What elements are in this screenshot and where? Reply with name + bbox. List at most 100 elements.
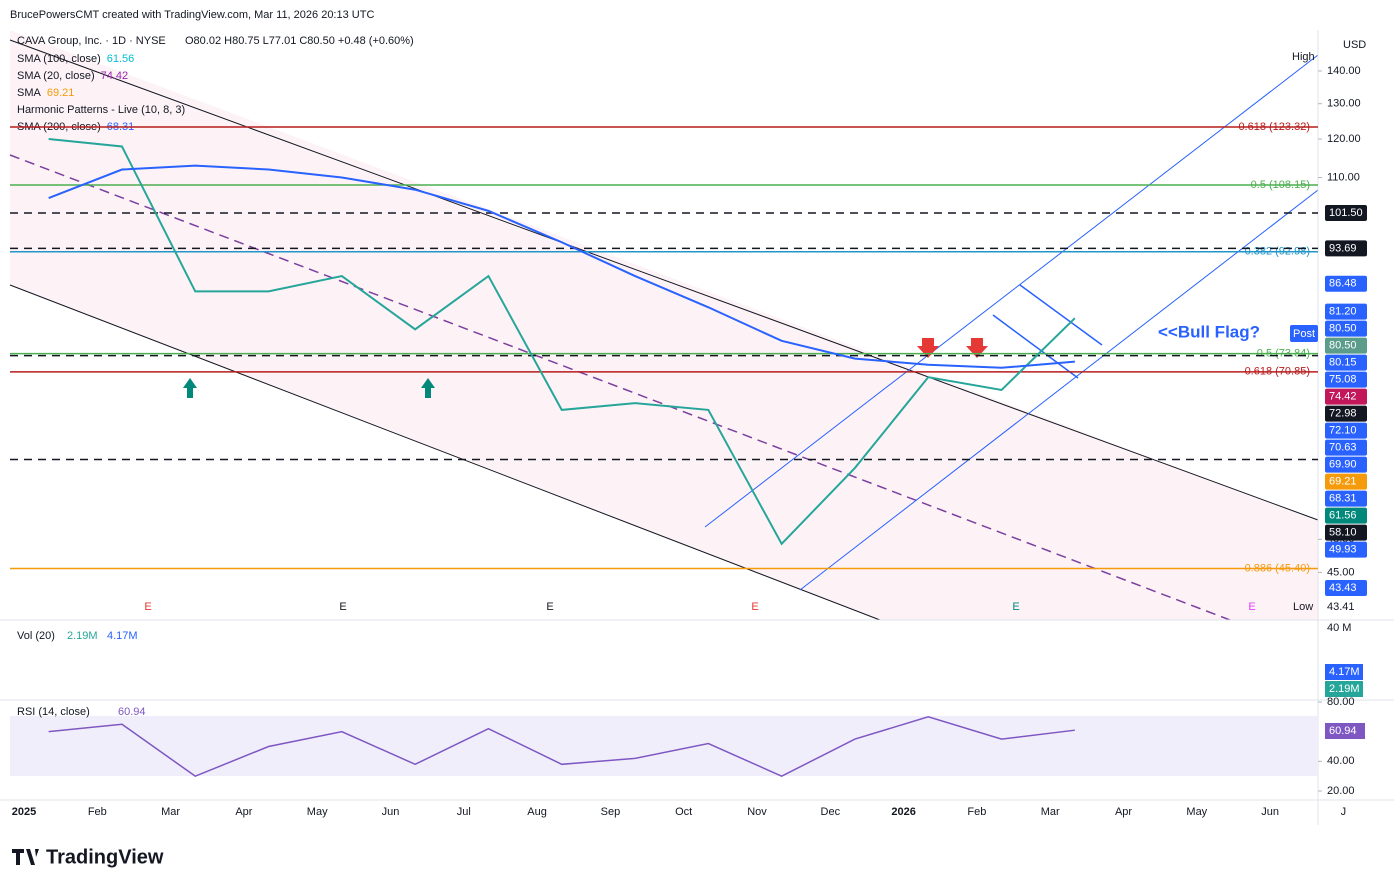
earnings-e: E xyxy=(144,601,151,613)
price-badge-text: 80.50 xyxy=(1329,323,1357,335)
x-tick-label: 2026 xyxy=(891,806,915,818)
flag-bottom xyxy=(992,314,1079,379)
earnings-e: E xyxy=(339,601,346,613)
price-badge-text: 74.42 xyxy=(1329,391,1357,403)
y-tick-label: 45.00 xyxy=(1327,566,1355,578)
price-badge xyxy=(1325,524,1367,541)
price-badge-text: 72.98 xyxy=(1329,408,1357,420)
legend-symbol: CAVA Group, Inc. · 1D · NYSE xyxy=(17,35,166,47)
rsi-band xyxy=(10,716,1318,776)
earnings-e: E xyxy=(1248,601,1255,613)
price-badge xyxy=(1325,240,1367,257)
rsi-badge-text: 60.94 xyxy=(1329,725,1357,737)
fib-label: 0.886 (45.40) xyxy=(1245,562,1310,574)
mid-line xyxy=(9,154,1231,621)
legend-ohlc: O80.02 H80.75 L77.01 C80.50 +0.48 (+0.60… xyxy=(185,35,414,47)
price-badge-text: 80.15 xyxy=(1329,357,1357,369)
fib-label: 0.618 (123.32) xyxy=(1238,121,1310,133)
fib-label: 0.382 (92.98) xyxy=(1245,246,1310,258)
price-badge-text: 70.63 xyxy=(1329,442,1357,454)
legend-name: SMA (20, close) xyxy=(17,70,95,82)
x-tick-label: Apr xyxy=(235,806,252,818)
price-badge-text: 81.20 xyxy=(1329,306,1357,318)
legend-value: 74.42 xyxy=(101,70,129,82)
price-badge xyxy=(1325,490,1367,507)
vol-axis: 40 M xyxy=(1327,622,1351,634)
price-badge-text: 49.93 xyxy=(1329,544,1357,556)
x-tick-label: Feb xyxy=(967,806,986,818)
legend-value: 61.56 xyxy=(107,53,135,65)
price-badge-text: 101.50 xyxy=(1329,207,1363,219)
price-badge xyxy=(1325,371,1367,388)
legend-name: Harmonic Patterns - Live (10, 8, 3) xyxy=(17,104,185,116)
legend-name: SMA xyxy=(17,87,42,99)
price-badge xyxy=(1325,303,1367,320)
rising-channel-top xyxy=(704,54,1319,528)
x-tick-label: May xyxy=(307,806,328,818)
price-badge-text: 61.56 xyxy=(1329,510,1357,522)
price-badge-text: 43.43 xyxy=(1329,582,1357,594)
currency: USD xyxy=(1343,39,1366,51)
price-badge xyxy=(1325,405,1367,422)
rsi-line xyxy=(48,716,1075,778)
price-badge xyxy=(1325,354,1367,371)
down-arrows xyxy=(917,338,988,358)
price-badge xyxy=(1325,507,1367,524)
price-line xyxy=(48,164,1075,369)
y-tick-label: 130.00 xyxy=(1327,98,1361,110)
price-badge-text: 68.31 xyxy=(1329,493,1357,505)
fib-label: 0.5 (73.84) xyxy=(1257,347,1310,359)
low-value: 43.41 xyxy=(1327,601,1355,613)
price-badge xyxy=(1325,473,1367,490)
x-tick-label: Nov xyxy=(747,806,767,818)
x-tick-label: 2025 xyxy=(12,806,36,818)
logo xyxy=(12,849,39,865)
price-badge xyxy=(1325,275,1367,292)
price-badge-text: 86.48 xyxy=(1329,278,1357,290)
y-tick-label: 110.00 xyxy=(1327,171,1360,183)
rsi-tick-label: 20.00 xyxy=(1327,785,1355,797)
price-badge xyxy=(1325,422,1367,439)
x-tick-label: Jun xyxy=(1261,806,1279,818)
x-tick-label: Jul xyxy=(457,806,471,818)
x-tick-label: Mar xyxy=(161,806,180,818)
price-badge xyxy=(1325,320,1367,337)
price-badge xyxy=(1325,456,1367,473)
price-badge xyxy=(1325,439,1367,456)
rising-channel-bottom xyxy=(799,189,1319,591)
fib-label: 0.618 (70.85) xyxy=(1245,366,1310,378)
vol-badge xyxy=(1325,681,1363,697)
footer: TradingView xyxy=(46,846,164,868)
x-tick-label: May xyxy=(1186,806,1207,818)
price-badge xyxy=(1325,388,1367,405)
price-badge xyxy=(1325,337,1367,354)
earnings: E E E E E E xyxy=(144,601,1255,613)
x-tick-label: Feb xyxy=(88,806,107,818)
x-tick-label: Aug xyxy=(527,806,547,818)
vol-badge-text: 4.17M xyxy=(1329,666,1360,678)
high-label: High xyxy=(1292,51,1315,63)
rsi-tick-label: 40.00 xyxy=(1327,755,1355,767)
x-tick-label: Dec xyxy=(821,806,841,818)
vol-badge-text: 2.19M xyxy=(1329,683,1360,695)
flag-top xyxy=(1019,284,1103,346)
x-tick-label: Sep xyxy=(601,806,621,818)
price-badge-text: 69.21 xyxy=(1329,476,1357,488)
vol-badge xyxy=(1325,664,1363,680)
vol-v1: 2.19M xyxy=(67,630,98,642)
post-badge xyxy=(1290,325,1318,342)
channel-top xyxy=(9,39,1319,521)
vol-v2: 4.17M xyxy=(107,630,138,642)
earnings-e: E xyxy=(751,601,758,613)
price-badge-text: 72.10 xyxy=(1329,425,1357,437)
low-label: Low xyxy=(1293,601,1313,613)
x-tick-label: Oct xyxy=(675,806,692,818)
fib-label: 0.5 (108.15) xyxy=(1251,179,1310,191)
vol-label: Vol (20) xyxy=(17,630,55,642)
rsi-label: RSI (14, close) xyxy=(17,706,90,718)
header: BrucePowersCMT created with TradingView.… xyxy=(10,9,374,21)
y-tick-label: 140.00 xyxy=(1327,65,1361,77)
price-badge-text: 75.08 xyxy=(1329,374,1357,386)
rsi-tick-label: 80.00 xyxy=(1327,696,1355,708)
